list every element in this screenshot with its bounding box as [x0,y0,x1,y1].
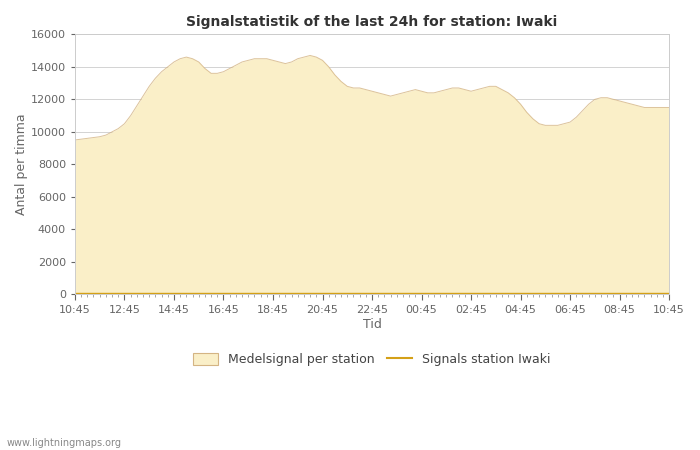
Y-axis label: Antal per timma: Antal per timma [15,113,28,215]
X-axis label: Tid: Tid [363,318,382,331]
Text: www.lightningmaps.org: www.lightningmaps.org [7,438,122,448]
Title: Signalstatistik of the last 24h for station: Iwaki: Signalstatistik of the last 24h for stat… [186,15,558,29]
Legend: Medelsignal per station, Signals station Iwaki: Medelsignal per station, Signals station… [188,348,556,371]
